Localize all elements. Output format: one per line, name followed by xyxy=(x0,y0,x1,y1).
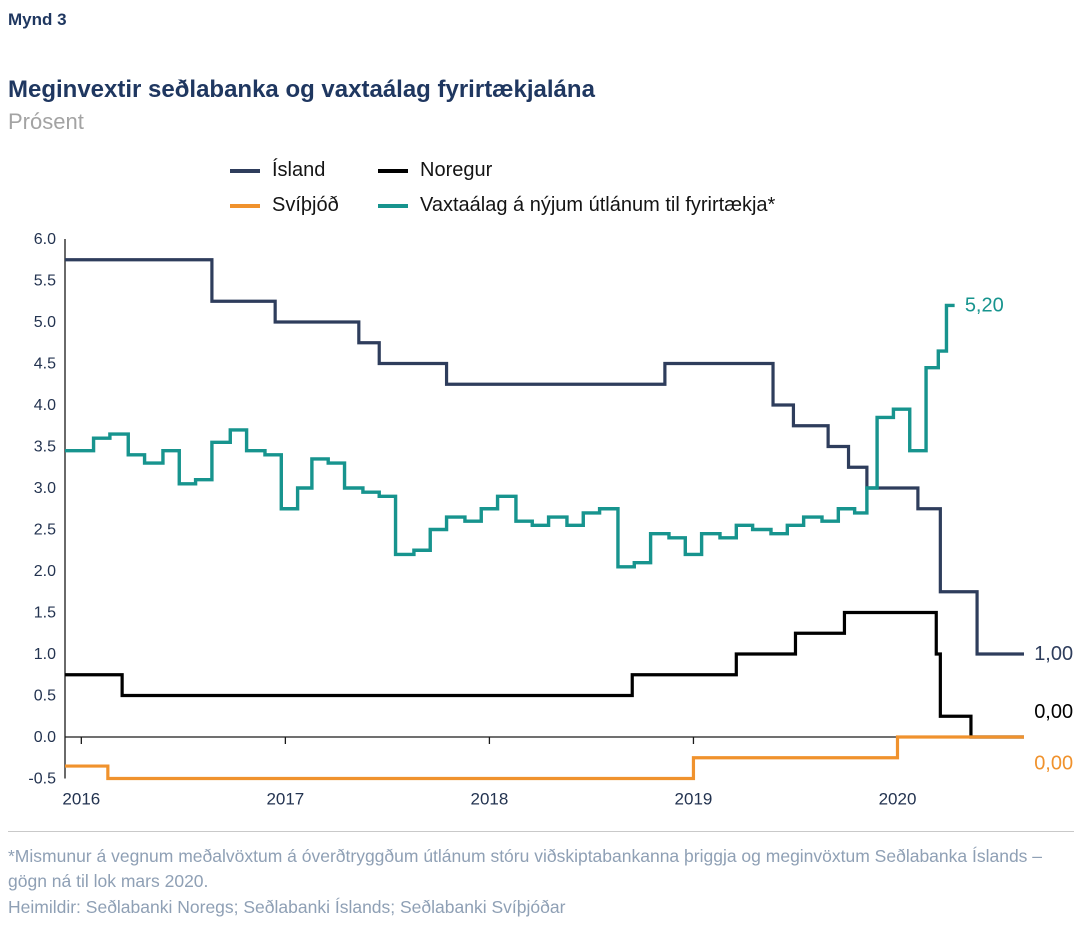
legend-item-svithjod: Svíþjóð xyxy=(230,194,378,217)
y-tick-label: 6.0 xyxy=(34,231,56,248)
legend-item-noregur: Noregur xyxy=(378,159,1082,182)
y-tick-label: 5.0 xyxy=(34,314,56,331)
series-Vaxtaálag á nýjum útlánum til fyrirtækja* xyxy=(65,303,955,569)
chart-title: Meginvextir seðlabanka og vaxtaálag fyri… xyxy=(8,76,595,103)
end-value-label: 0,00 xyxy=(1034,701,1073,723)
end-value-label: 0,00 xyxy=(1034,753,1073,775)
footnote-text: *Mismunur á vegnum meðalvöxtum á óverðtr… xyxy=(8,846,1043,892)
legend-swatch-vaxtaalag xyxy=(378,203,408,208)
chart-subtitle: Prósent xyxy=(8,109,84,134)
series-Noregur xyxy=(65,610,1024,739)
legend-label-vaxtaalag: Vaxtaálag á nýjum útlánum til fyrirtækja… xyxy=(420,194,776,216)
x-tick-label: 2018 xyxy=(470,790,508,809)
y-tick-label: 3.0 xyxy=(34,480,56,497)
y-tick-label: 5.5 xyxy=(34,273,56,290)
y-tick-label: 2.0 xyxy=(34,563,56,580)
y-tick-label: -0.5 xyxy=(28,771,56,788)
series-Ísland xyxy=(65,258,1024,656)
sources-text: Heimildir: Seðlabanki Noregs; Seðlabanki… xyxy=(8,896,566,917)
legend-swatch-island xyxy=(230,168,260,173)
legend-swatch-noregur xyxy=(378,168,408,173)
end-value-label: 5,20 xyxy=(965,294,1004,316)
y-tick-label: 0.0 xyxy=(34,729,56,746)
x-tick-label: 2017 xyxy=(266,790,304,809)
figure-number: Mynd 3 xyxy=(8,10,67,29)
y-tick-label: 1.5 xyxy=(34,605,56,622)
legend-label-island: Ísland xyxy=(272,159,326,181)
rates-line-chart: 2016 2017 2018 2019 2020 6.0 5.5 5.0 4.5 4.0 3.5 3.… xyxy=(28,231,1073,809)
y-tick-label: 4.0 xyxy=(34,397,56,414)
legend-swatch-svithjod xyxy=(230,203,260,208)
chart-legend: Ísland Noregur Svíþjóð Vaxtaálag á nýjum… xyxy=(230,159,1082,217)
legend-label-noregur: Noregur xyxy=(420,159,493,181)
footnote-divider xyxy=(8,831,1074,832)
legend-label-svithjod: Svíþjóð xyxy=(272,194,339,216)
y-tick-label: 4.5 xyxy=(34,356,56,373)
y-tick-label: 3.5 xyxy=(34,439,56,456)
x-tick-label: 2019 xyxy=(675,790,713,809)
x-tick-label: 2020 xyxy=(879,790,917,809)
y-tick-label: 1.0 xyxy=(34,646,56,663)
y-tick-label: 2.5 xyxy=(34,522,56,539)
y-tick-label: 0.5 xyxy=(34,688,56,705)
legend-item-vaxtaalag: Vaxtaálag á nýjum útlánum til fyrirtækja… xyxy=(378,194,1082,217)
end-value-label: 1,00 xyxy=(1034,643,1073,665)
legend-item-island: Ísland xyxy=(230,159,378,182)
series-Svíþjóð xyxy=(65,735,1024,781)
x-tick-label: 2016 xyxy=(62,790,100,809)
